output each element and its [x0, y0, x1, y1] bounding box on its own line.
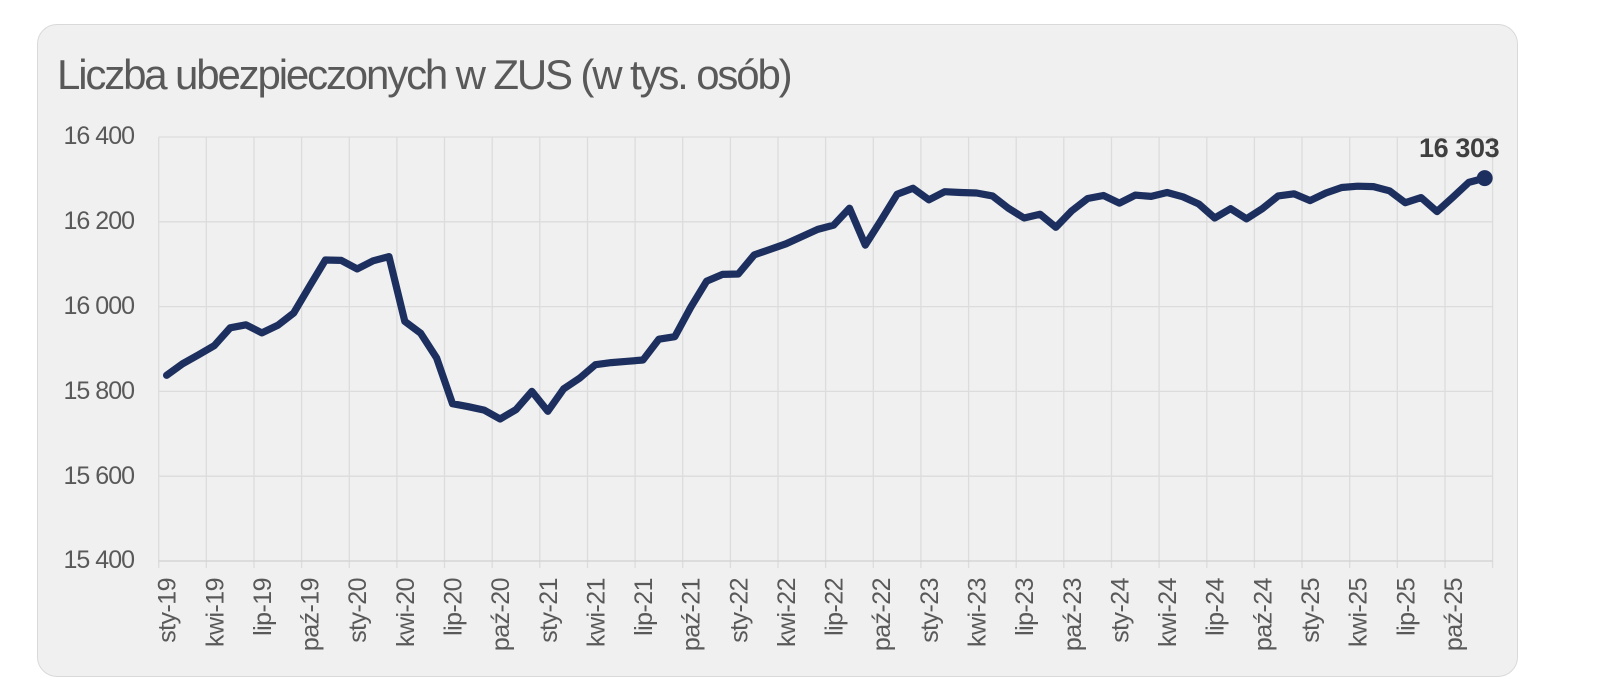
svg-text:lip-21: lip-21 [630, 578, 658, 636]
svg-text:sty-21: sty-21 [535, 578, 563, 643]
svg-text:kwi-20: kwi-20 [392, 578, 420, 647]
svg-text:kwi-19: kwi-19 [201, 578, 229, 647]
svg-text:kwi-22: kwi-22 [773, 578, 801, 647]
svg-text:kwi-25: kwi-25 [1345, 578, 1373, 647]
svg-text:paź-19: paź-19 [297, 578, 325, 651]
svg-text:lip-22: lip-22 [821, 578, 849, 636]
svg-text:lip-20: lip-20 [440, 578, 468, 636]
svg-text:lip-19: lip-19 [249, 578, 277, 636]
svg-text:lip-23: lip-23 [1011, 578, 1039, 636]
svg-text:sty-25: sty-25 [1297, 578, 1325, 643]
svg-text:sty-20: sty-20 [344, 578, 372, 643]
svg-text:paź-20: paź-20 [487, 578, 515, 651]
svg-text:sty-23: sty-23 [916, 578, 944, 643]
svg-text:sty-24: sty-24 [1106, 577, 1134, 642]
svg-text:kwi-24: kwi-24 [1154, 577, 1182, 647]
svg-text:paź-24: paź-24 [1249, 577, 1277, 651]
svg-text:sty-19: sty-19 [154, 578, 182, 643]
svg-text:kwi-23: kwi-23 [964, 578, 992, 647]
svg-text:paź-22: paź-22 [868, 578, 896, 651]
svg-text:lip-24: lip-24 [1202, 577, 1230, 635]
svg-text:paź-21: paź-21 [678, 578, 706, 651]
svg-text:paź-25: paź-25 [1440, 578, 1468, 651]
svg-text:sty-22: sty-22 [725, 578, 753, 643]
svg-text:lip-25: lip-25 [1392, 578, 1420, 636]
svg-text:kwi-21: kwi-21 [582, 578, 610, 647]
svg-text:paź-23: paź-23 [1059, 578, 1087, 651]
